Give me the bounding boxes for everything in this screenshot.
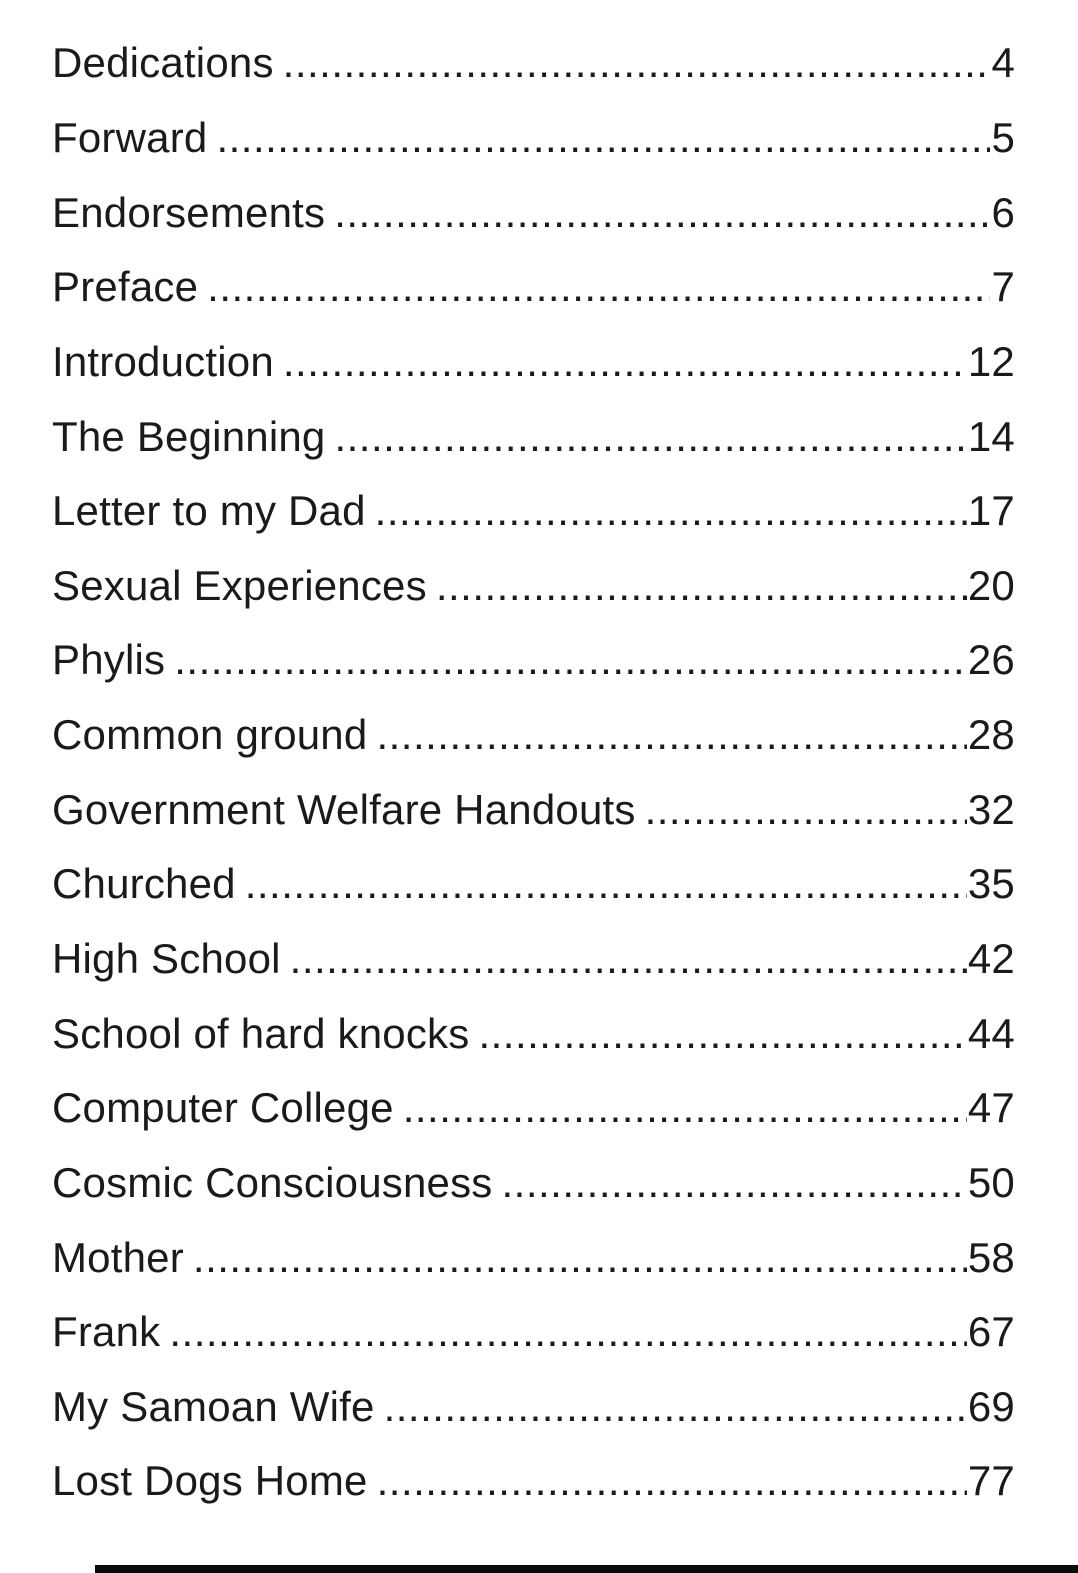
toc-leader-dots: ........................................…: [244, 860, 967, 908]
toc-entry-page-number: 35: [967, 860, 1015, 908]
toc-leader-dots: ........................................…: [174, 636, 967, 684]
toc-entry-title: Frank: [52, 1308, 161, 1356]
toc-entry: Cosmic Consciousness ...................…: [52, 1146, 1015, 1221]
toc-entry: Dedications ............................…: [52, 26, 1015, 101]
toc-leader-dots: ........................................…: [383, 1382, 967, 1430]
toc-entry-page-number: 20: [967, 561, 1015, 609]
toc-leader-dots: ........................................…: [216, 113, 990, 161]
toc-leader-dots: ........................................…: [501, 1158, 967, 1206]
toc-entry-title: My Samoan Wife: [52, 1382, 375, 1430]
toc-entry-page-number: 26: [967, 636, 1015, 684]
toc-leader-dots: ........................................…: [478, 1009, 966, 1057]
toc-entry: Phylis .................................…: [52, 623, 1015, 698]
toc-entry-title: Dedications: [52, 39, 274, 87]
toc-entry: Frank ..................................…: [52, 1295, 1015, 1370]
toc-entry-page-number: 42: [967, 935, 1015, 982]
toc-entry-page-number: 7: [991, 263, 1015, 311]
toc-entry: Preface ................................…: [52, 250, 1015, 325]
toc-entry: Mother .................................…: [52, 1220, 1015, 1295]
toc-entry-page-number: 28: [967, 711, 1015, 759]
toc-entry: Common ground ..........................…: [52, 698, 1015, 773]
toc-entry: Letter to my Dad .......................…: [52, 474, 1015, 549]
toc-entry: Forward ................................…: [52, 101, 1015, 176]
toc-entry-title: Forward: [52, 113, 208, 161]
toc-entry-page-number: 5: [991, 113, 1015, 161]
toc-leader-dots: ........................................…: [289, 935, 967, 982]
toc-leader-dots: ........................................…: [207, 263, 990, 311]
toc-entry-title: High School: [52, 935, 281, 982]
toc-entry-title: Mother: [52, 1233, 184, 1281]
toc-entry-title: School of hard knocks: [52, 1009, 470, 1057]
toc-entry-title: The Beginning: [52, 412, 326, 460]
toc-entry-title: Cosmic Consciousness: [52, 1158, 493, 1206]
toc-entry-page-number: 17: [967, 487, 1015, 535]
toc-entry: Churched ...............................…: [52, 847, 1015, 922]
toc-entry-title: Common ground: [52, 711, 368, 759]
toc-entry: Sexual Experiences .....................…: [52, 548, 1015, 623]
toc-leader-dots: ........................................…: [644, 785, 967, 833]
toc-leader-dots: ........................................…: [282, 337, 967, 385]
toc-leader-dots: ........................................…: [374, 487, 967, 535]
table-of-contents: Dedications ............................…: [52, 26, 1015, 1519]
toc-entry-page-number: 6: [991, 188, 1015, 236]
toc-entry-title: Lost Dogs Home: [52, 1457, 368, 1505]
toc-entry-page-number: 47: [967, 1084, 1015, 1132]
toc-entry: High School ............................…: [52, 922, 1015, 997]
toc-entry-page-number: 32: [967, 785, 1015, 833]
toc-leader-dots: ........................................…: [169, 1308, 967, 1356]
toc-entry-page-number: 14: [967, 412, 1015, 460]
toc-entry-title: Phylis: [52, 636, 166, 684]
toc-entry-title: Letter to my Dad: [52, 487, 366, 535]
toc-entry-title: Sexual Experiences: [52, 561, 427, 609]
toc-entry-page-number: 58: [967, 1233, 1015, 1281]
toc-entry-page-number: 44: [967, 1009, 1015, 1057]
toc-entry-page-number: 12: [967, 337, 1015, 385]
toc-entry-page-number: 4: [991, 39, 1015, 87]
toc-entry-page-number: 67: [967, 1308, 1015, 1356]
toc-entry: Endorsements ...........................…: [52, 175, 1015, 250]
toc-entry-title: Government Welfare Handouts: [52, 785, 636, 833]
toc-leader-dots: ........................................…: [376, 1457, 967, 1505]
toc-entry-title: Preface: [52, 263, 199, 311]
toc-entry-title: Endorsements: [52, 188, 326, 236]
toc-leader-dots: ........................................…: [435, 561, 967, 609]
bottom-cutoff-bar: [95, 1565, 1078, 1573]
toc-leader-dots: ........................................…: [192, 1233, 967, 1281]
toc-entry: Introduction ...........................…: [52, 325, 1015, 400]
toc-entry: School of hard knocks ..................…: [52, 996, 1015, 1071]
toc-leader-dots: ........................................…: [282, 39, 991, 87]
toc-entry: Government Welfare Handouts ............…: [52, 772, 1015, 847]
toc-entry: Lost Dogs Home .........................…: [52, 1444, 1015, 1519]
toc-entry-page-number: 77: [967, 1457, 1015, 1505]
toc-leader-dots: ........................................…: [376, 711, 967, 759]
toc-entry-title: Computer College: [52, 1084, 394, 1132]
toc-entry: Computer College .......................…: [52, 1071, 1015, 1146]
toc-entry-title: Churched: [52, 860, 236, 908]
toc-leader-dots: ........................................…: [334, 188, 991, 236]
toc-entry-page-number: 50: [967, 1158, 1015, 1206]
toc-entry-title: Introduction: [52, 337, 274, 385]
toc-entry: The Beginning ..........................…: [52, 399, 1015, 474]
toc-entry-page-number: 69: [967, 1382, 1015, 1430]
toc-leader-dots: ........................................…: [334, 412, 967, 460]
toc-entry: My Samoan Wife .........................…: [52, 1370, 1015, 1445]
toc-leader-dots: ........................................…: [402, 1084, 967, 1132]
